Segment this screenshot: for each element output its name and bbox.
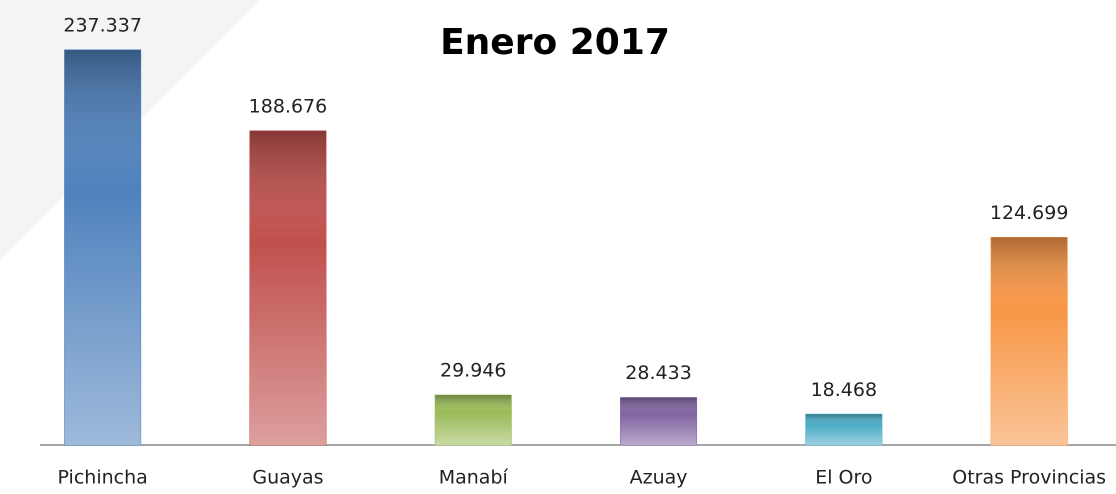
value-label: 28.433: [625, 362, 691, 384]
x-tick-label: Azuay: [630, 467, 688, 489]
value-label: 237.337: [63, 15, 142, 37]
x-tick-label: Otras Provincias: [952, 467, 1106, 489]
bar-shade: [620, 397, 697, 445]
value-label: 124.699: [990, 202, 1069, 224]
x-tick-label: Guayas: [252, 467, 323, 489]
value-label: 29.946: [440, 360, 506, 382]
value-label: 188.676: [249, 95, 328, 117]
bar-shade: [805, 414, 882, 445]
bar-shade: [435, 395, 512, 445]
value-label: 18.468: [811, 379, 877, 401]
x-tick-label: Pichincha: [58, 467, 148, 489]
bar-shade: [64, 50, 141, 445]
bar-shade: [991, 237, 1068, 445]
chart-title: Enero 2017: [440, 22, 670, 63]
bar-shade: [249, 130, 326, 445]
x-tick-label: Manabí: [439, 467, 509, 489]
x-tick-label: El Oro: [815, 467, 872, 489]
